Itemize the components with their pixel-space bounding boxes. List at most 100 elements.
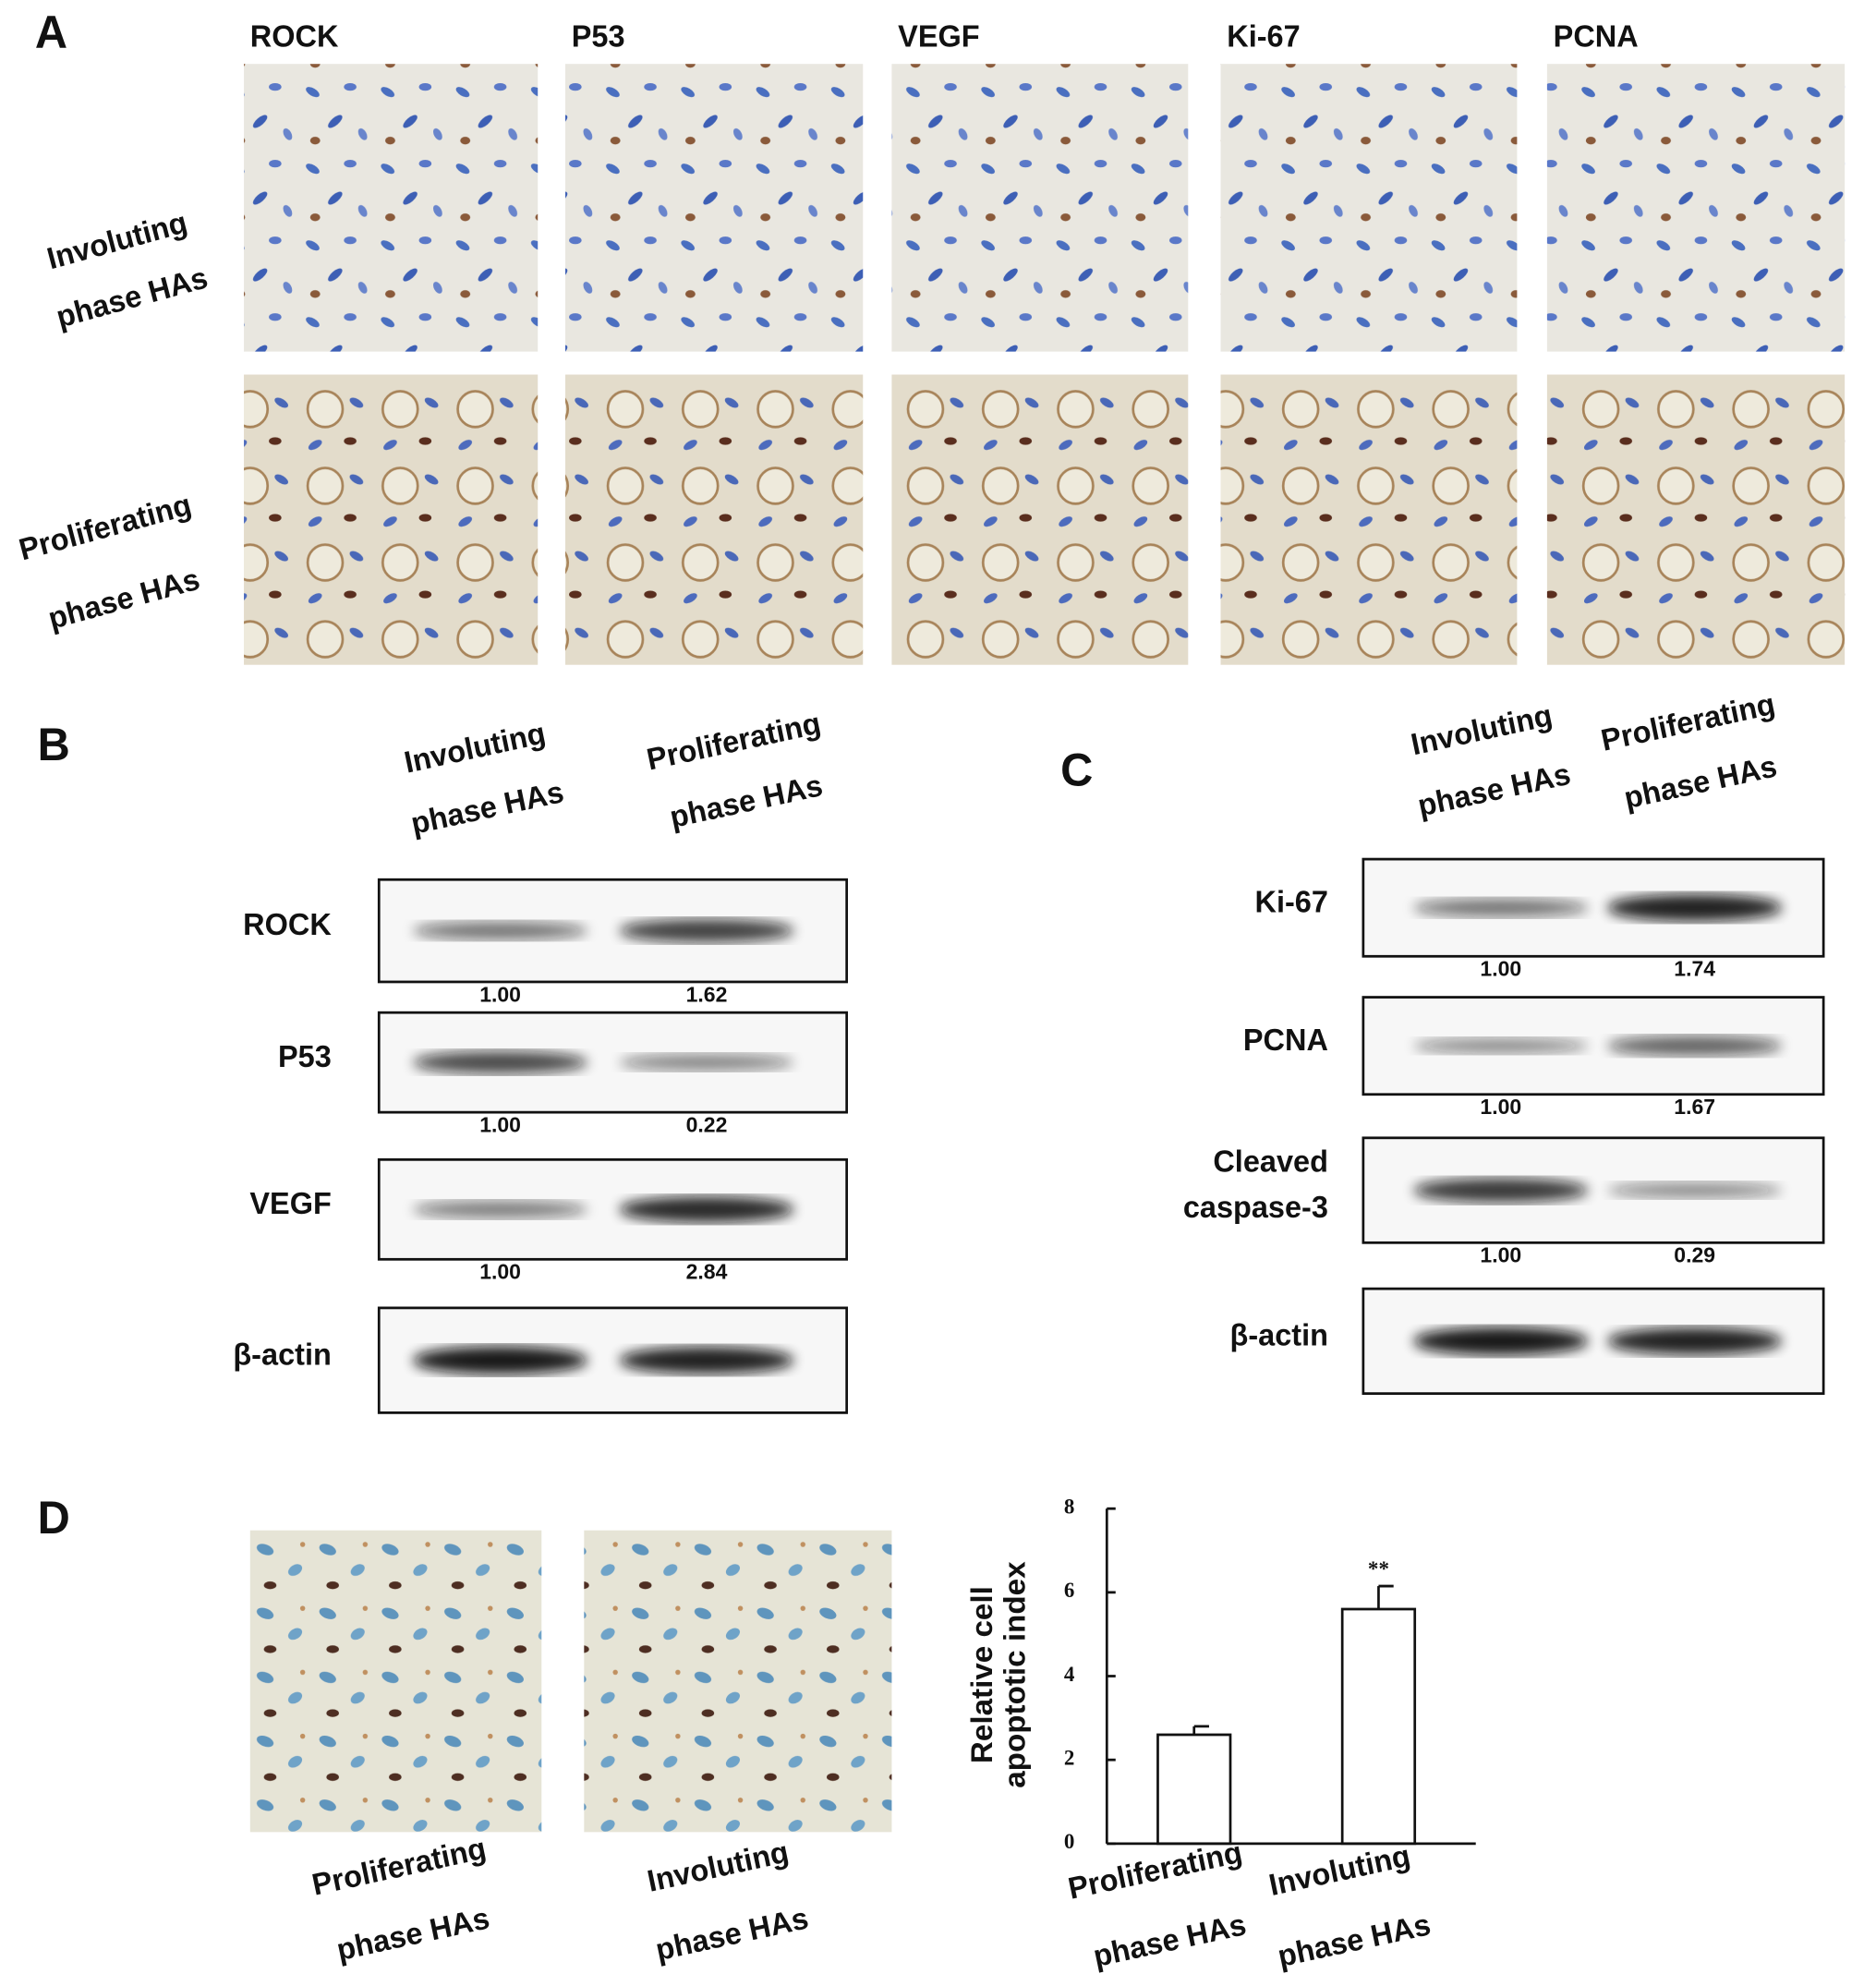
band bbox=[619, 918, 794, 943]
y-tick-label: 4 bbox=[1064, 1663, 1075, 1687]
blot-name-line: Ki-67 bbox=[1255, 884, 1328, 918]
column-header-line: Proliferating bbox=[1598, 686, 1778, 757]
blot-name: VEGF bbox=[249, 1186, 331, 1220]
column-header-line: phase HAs bbox=[667, 768, 826, 834]
column-header-line: phase HAs bbox=[408, 774, 567, 841]
blot-name: β-actin bbox=[1229, 1317, 1327, 1351]
caption-line: phase HAs bbox=[652, 1900, 811, 1967]
blot-name: P53 bbox=[278, 1038, 332, 1072]
marker-label: Ki-67 bbox=[1227, 18, 1300, 53]
caption-line: Proliferating bbox=[309, 1831, 489, 1902]
marker-label: PCNA bbox=[1554, 18, 1639, 53]
band bbox=[1413, 1037, 1589, 1054]
band bbox=[1606, 1327, 1783, 1355]
column-header-line: Proliferating bbox=[644, 705, 824, 776]
blot-name: ROCK bbox=[243, 907, 332, 941]
bar bbox=[1340, 1607, 1417, 1846]
ratio-label: 1.00 bbox=[1480, 1243, 1521, 1267]
blot-name: Ki-67 bbox=[1255, 884, 1328, 918]
y-tick-label: 6 bbox=[1064, 1579, 1075, 1603]
column-header-line: phase HAs bbox=[1621, 748, 1780, 815]
blot-name: PCNA bbox=[1243, 1022, 1328, 1056]
panel-label: B bbox=[38, 719, 70, 770]
ratio-label: 1.00 bbox=[479, 1260, 521, 1284]
blot-name-line: VEGF bbox=[249, 1186, 331, 1220]
ratio-label: 1.00 bbox=[479, 1112, 521, 1136]
caption-line: phase HAs bbox=[333, 1900, 492, 1967]
ratio-label: 0.22 bbox=[686, 1112, 728, 1136]
y-tick-label: 8 bbox=[1064, 1495, 1075, 1519]
band bbox=[412, 1200, 588, 1218]
bar bbox=[1156, 1733, 1232, 1846]
blot-name: Cleaved caspase-3 bbox=[1183, 1144, 1328, 1224]
blot-name: β-actin bbox=[233, 1337, 331, 1371]
micrograph bbox=[249, 1530, 542, 1833]
band bbox=[619, 1196, 794, 1223]
x-tick-label-line: Proliferating bbox=[1065, 1835, 1245, 1906]
marker-label: VEGF bbox=[898, 18, 979, 53]
micrograph bbox=[1546, 374, 1846, 665]
x-tick-label-line: phase HAs bbox=[1275, 1907, 1434, 1973]
panel-label: D bbox=[38, 1493, 70, 1544]
band bbox=[1413, 1178, 1589, 1203]
ratio-label: 1.00 bbox=[1480, 1095, 1521, 1119]
ratio-label: 0.29 bbox=[1674, 1243, 1715, 1267]
ratio-label: 2.84 bbox=[686, 1260, 728, 1284]
column-header-line: Involuting bbox=[1408, 697, 1555, 762]
ratio-label: 1.00 bbox=[1480, 956, 1521, 980]
blot-name-line: β-actin bbox=[233, 1337, 331, 1371]
row-label-line: Involuting bbox=[43, 204, 190, 275]
band bbox=[1606, 1182, 1783, 1199]
ratio-label: 1.67 bbox=[1674, 1095, 1715, 1119]
band bbox=[412, 921, 588, 940]
micrograph bbox=[1220, 64, 1518, 352]
marker-label: P53 bbox=[572, 18, 625, 53]
micrograph bbox=[891, 374, 1189, 665]
ratio-label: 1.74 bbox=[1674, 956, 1715, 980]
marker-label: ROCK bbox=[250, 18, 339, 53]
micrograph bbox=[584, 1530, 892, 1833]
ratio-label: 1.62 bbox=[686, 982, 728, 1006]
y-tick-label: 2 bbox=[1064, 1746, 1075, 1770]
blot-name-line: β-actin bbox=[1229, 1317, 1327, 1351]
ratio-label: 1.00 bbox=[479, 982, 521, 1006]
micrograph bbox=[565, 64, 864, 352]
y-tick-label: 0 bbox=[1064, 1830, 1075, 1854]
y-axis-label-line: apoptotic index bbox=[998, 1561, 1032, 1788]
blot-name-line: caspase-3 bbox=[1183, 1190, 1328, 1224]
caption-line: Involuting bbox=[644, 1834, 791, 1898]
micrograph bbox=[565, 374, 864, 665]
row-label-line: Proliferating bbox=[16, 487, 195, 567]
blot-name-line: PCNA bbox=[1243, 1022, 1328, 1056]
row-label-line: phase HAs bbox=[53, 260, 212, 334]
micrograph bbox=[244, 374, 539, 665]
band bbox=[1606, 1035, 1783, 1057]
band bbox=[1413, 898, 1589, 917]
column-header-line: Involuting bbox=[401, 715, 548, 780]
band bbox=[619, 1346, 794, 1375]
micrograph bbox=[891, 64, 1189, 352]
micrograph bbox=[1546, 64, 1846, 352]
x-tick-label-line: phase HAs bbox=[1090, 1907, 1249, 1973]
blot-name-line: ROCK bbox=[243, 907, 332, 941]
y-axis-label-line: Relative cell bbox=[965, 1586, 999, 1763]
column-header-line: phase HAs bbox=[1415, 756, 1574, 822]
panel-label: A bbox=[35, 6, 67, 58]
significance: ** bbox=[1368, 1557, 1389, 1581]
row-label-line: phase HAs bbox=[44, 561, 203, 636]
blot-name-line: Cleaved bbox=[1213, 1144, 1328, 1178]
band bbox=[412, 1346, 588, 1375]
band bbox=[1413, 1326, 1589, 1356]
